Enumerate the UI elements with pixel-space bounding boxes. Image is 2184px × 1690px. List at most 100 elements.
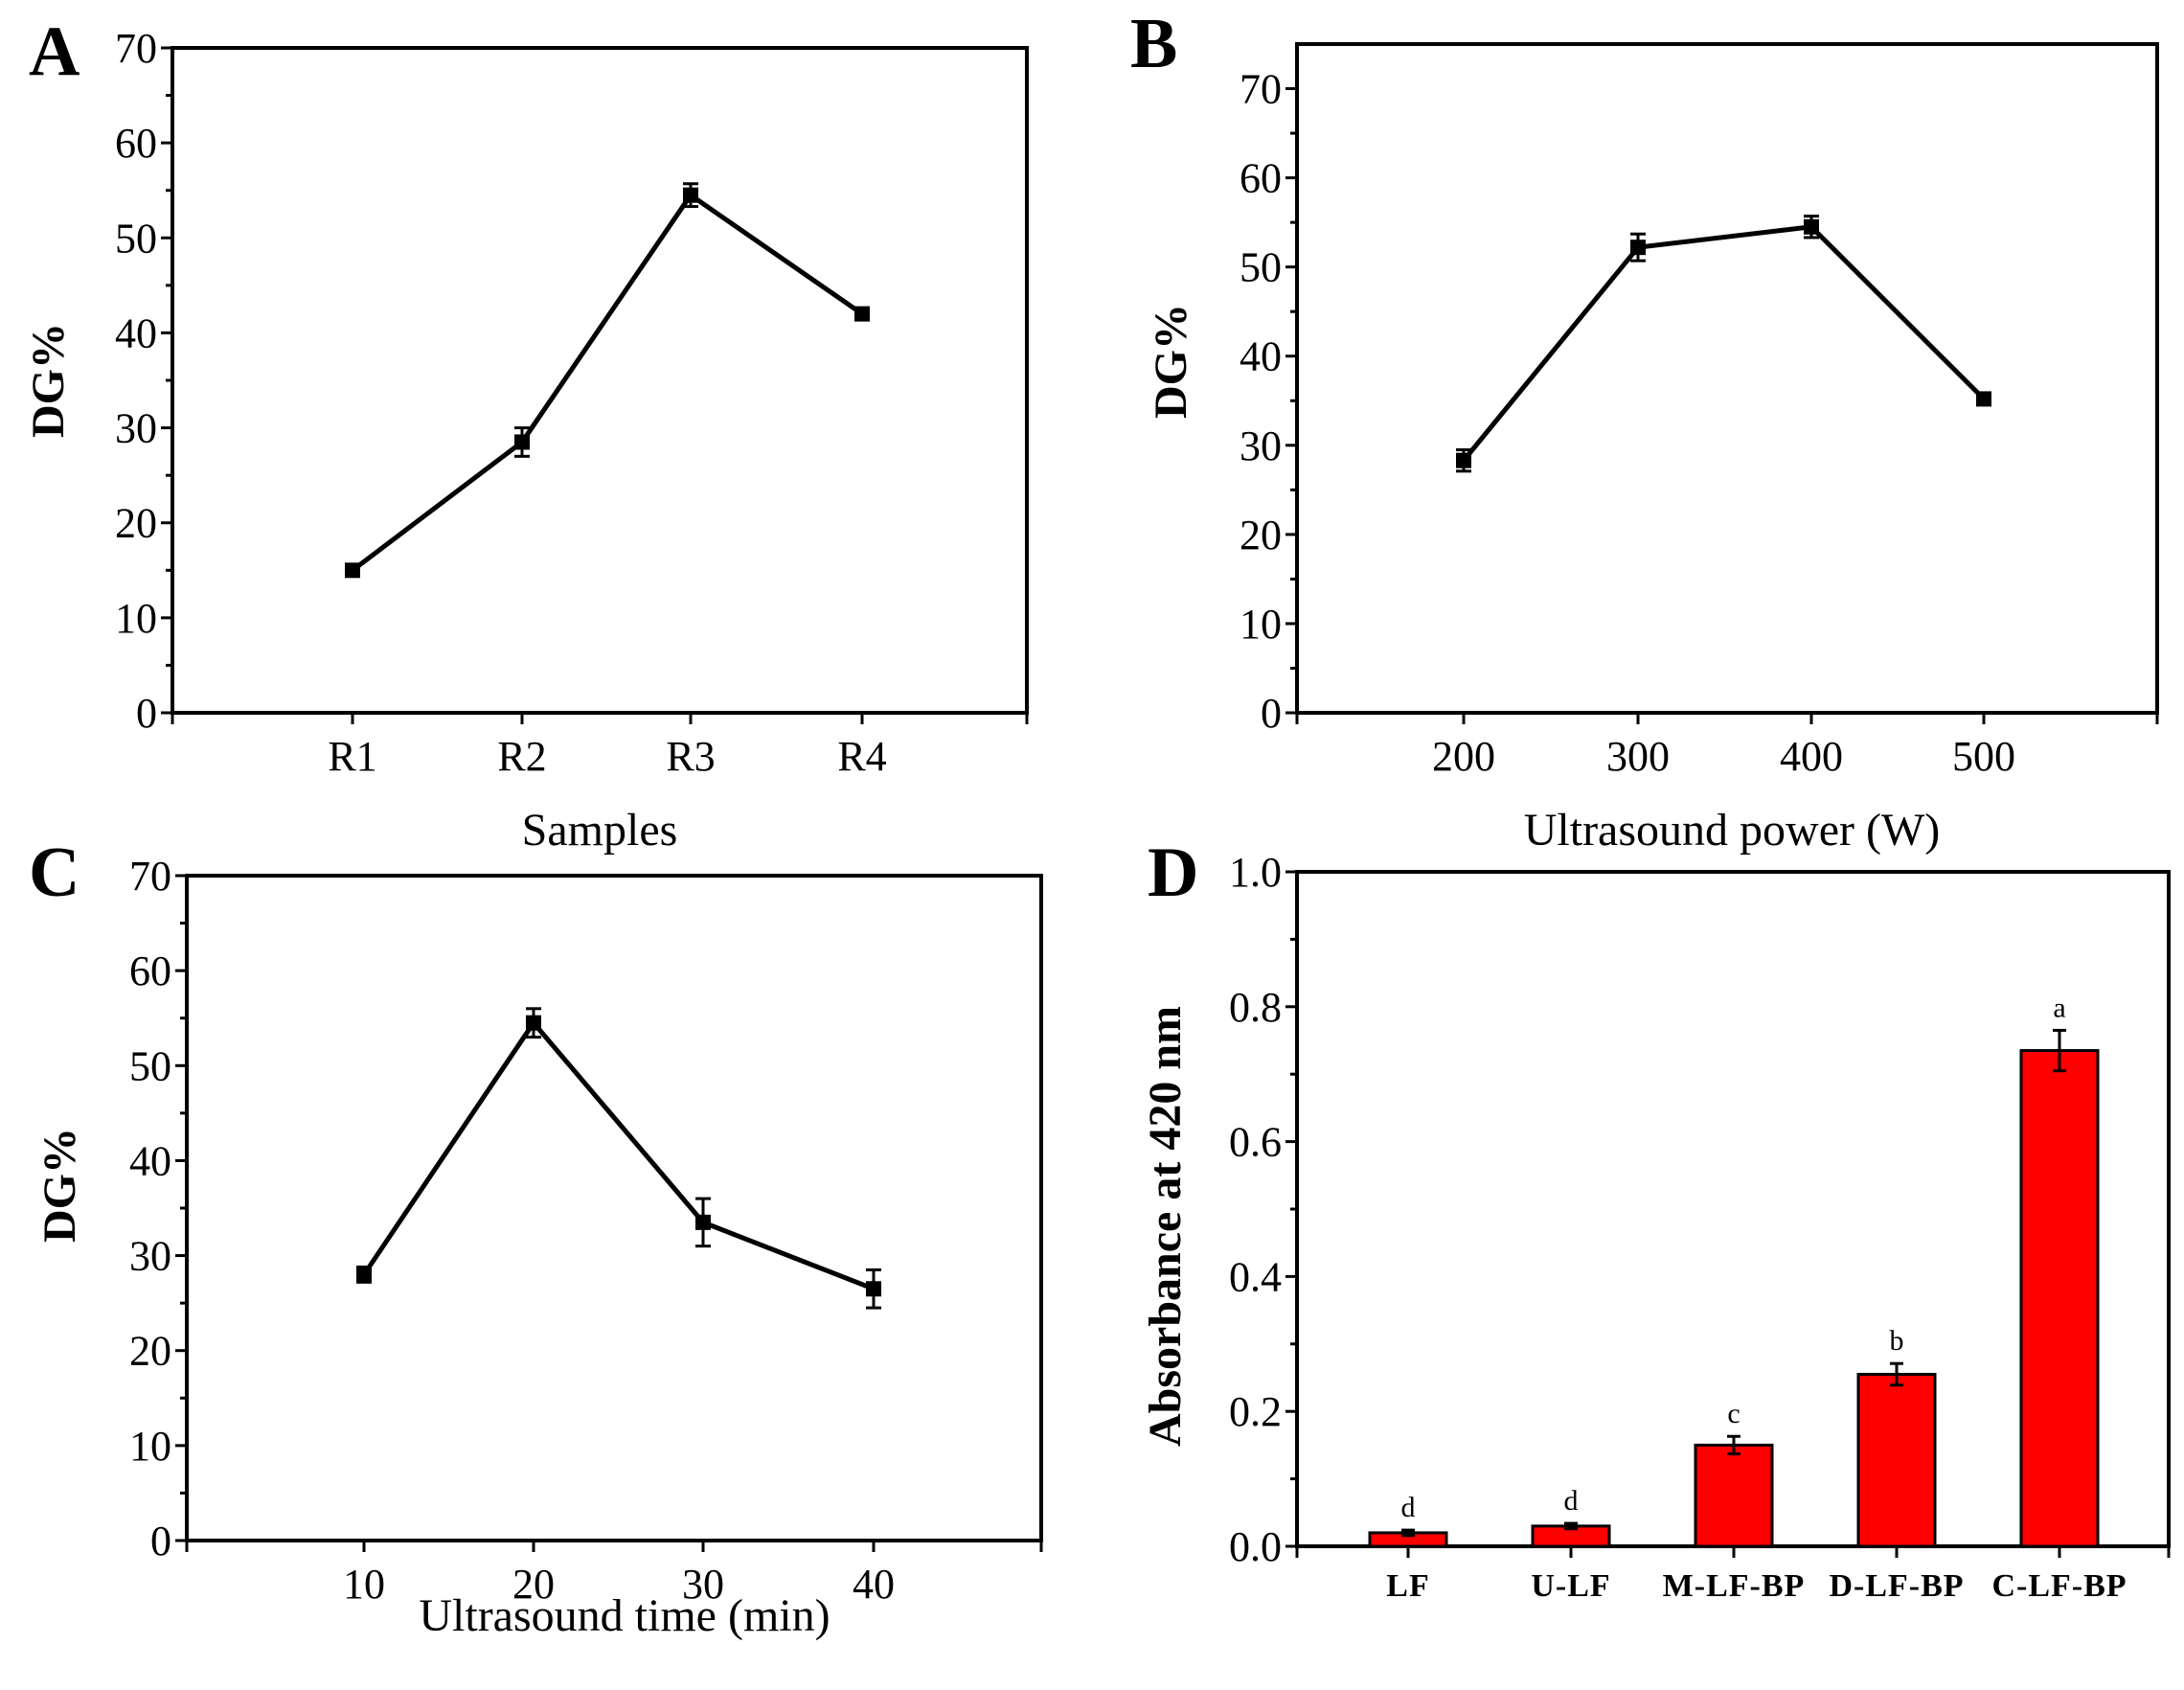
significance-label: d <box>1401 1492 1416 1523</box>
x-tick-label: R2 <box>497 733 546 780</box>
plot-frame-b <box>1295 42 2159 715</box>
y-tick-label: 60 <box>129 948 171 994</box>
series-line <box>351 192 864 573</box>
y-axis-a: 0 10 20 30 40 50 60 70 <box>115 25 172 737</box>
data-point <box>1630 240 1646 256</box>
x-tick-label: 40 <box>853 1561 895 1608</box>
data-point <box>1804 218 1819 235</box>
y-tick-label: 0.2 <box>1229 1388 1282 1435</box>
x-tick-label: 10 <box>343 1561 385 1608</box>
x-tick-label: 300 <box>1606 733 1670 780</box>
y-tick-label: 60 <box>1240 155 1282 202</box>
y-axis-title-a: DG% <box>23 323 74 438</box>
significance-label: d <box>1564 1485 1579 1517</box>
x-tick-label: 400 <box>1780 733 1843 780</box>
x-axis-c: 10 20 30 40 <box>185 1541 1043 1608</box>
panel-letter-c: C <box>29 834 80 912</box>
y-tick-label: 30 <box>129 1233 171 1280</box>
x-axis-b: 200 300 400 500 <box>1295 713 2159 780</box>
series-line <box>361 1018 875 1291</box>
chart-panel-d: D 0.0 0.2 0.4 0.6 0.8 1.0 LF U-LF M-LF-BP D-LF-B… <box>1140 834 2171 1604</box>
y-tick-label: 10 <box>129 1423 171 1470</box>
y-tick-label: 0.4 <box>1229 1253 1282 1300</box>
x-tick-label: M-LF-BP <box>1663 1568 1806 1604</box>
y-tick-label: 50 <box>115 215 157 262</box>
x-tick-label: C-LF-BP <box>1991 1568 2127 1604</box>
y-tick-label: 0.6 <box>1229 1119 1282 1166</box>
y-axis-title-d: Absorbance at 420 nm <box>1140 1006 1191 1447</box>
x-tick-label: D-LF-BP <box>1829 1568 1964 1604</box>
y-tick-label: 0 <box>1261 690 1282 737</box>
y-tick-label: 70 <box>129 853 171 900</box>
panel-letter-d: D <box>1148 834 1198 912</box>
y-tick-label: 1.0 <box>1229 849 1282 896</box>
data-point <box>514 434 530 450</box>
significance-label: a <box>2053 992 2065 1023</box>
x-axis-title-b: Ultrasound power (W) <box>1524 805 1941 856</box>
bar <box>2019 1049 2100 1548</box>
significance-label: c <box>1727 1398 1740 1429</box>
bar <box>1856 1372 1937 1548</box>
x-tick-label: R3 <box>666 733 715 780</box>
data-point <box>1976 391 1991 407</box>
x-tick-label: U-LF <box>1531 1568 1610 1604</box>
y-axis-c: 0 10 20 30 40 50 60 70 <box>129 853 187 1564</box>
y-tick-label: 10 <box>1240 601 1282 648</box>
y-tick-label: 50 <box>129 1042 171 1089</box>
y-tick-label: 40 <box>1240 333 1282 380</box>
plot-frame-c <box>185 874 1043 1542</box>
x-axis-d: LF U-LF M-LF-BP D-LF-BP C-LF-BP <box>1295 1546 2171 1604</box>
x-tick-label: 30 <box>682 1561 724 1608</box>
y-axis-title-c: DG% <box>34 1128 85 1243</box>
series-b <box>1456 215 1991 473</box>
y-tick-label: 0.8 <box>1229 984 1282 1031</box>
x-axis-title-c: Ultrasound time (min) <box>419 1590 830 1641</box>
significance-label: b <box>1890 1325 1904 1357</box>
y-tick-label: 50 <box>1240 244 1282 291</box>
series-line <box>1462 224 1986 463</box>
y-tick-label: 0 <box>136 690 157 737</box>
y-tick-label: 40 <box>115 309 157 356</box>
y-tick-label: 40 <box>129 1137 171 1184</box>
y-tick-label: 20 <box>1240 512 1282 559</box>
y-tick-label: 30 <box>1240 422 1282 469</box>
y-axis-title-b: DG% <box>1146 304 1196 419</box>
data-point <box>345 562 360 579</box>
y-axis-b: 0 10 20 30 40 50 60 70 <box>1240 66 1297 737</box>
y-tick-label: 20 <box>129 1328 171 1375</box>
chart-panel-c: C 0 10 20 30 40 50 60 70 10 20 30 40 DG% Ultrasoun… <box>29 834 1043 1641</box>
y-tick-label: 70 <box>115 25 157 72</box>
x-tick-label: 200 <box>1432 733 1495 780</box>
y-tick-label: 30 <box>115 405 157 452</box>
bar <box>1694 1443 1774 1548</box>
series-d: d d c b a <box>1368 992 2100 1548</box>
data-point <box>356 1267 372 1283</box>
plot-frame-a <box>171 46 1029 715</box>
data-point <box>526 1015 541 1031</box>
x-tick-label: LF <box>1386 1568 1429 1604</box>
y-tick-label: 0.0 <box>1229 1523 1282 1570</box>
y-tick-label: 20 <box>115 500 157 547</box>
data-point <box>866 1281 881 1297</box>
x-tick-label: R1 <box>328 733 376 780</box>
x-tick-label: 20 <box>512 1561 555 1608</box>
data-point <box>854 306 870 322</box>
y-tick-label: 10 <box>115 595 157 642</box>
series-c <box>356 1007 881 1310</box>
y-tick-label: 60 <box>115 120 157 167</box>
panel-letter-b: B <box>1130 5 1177 83</box>
data-point <box>1456 452 1471 468</box>
x-axis-a: R1 R2 R3 R4 <box>171 713 1029 780</box>
y-tick-label: 0 <box>150 1518 171 1564</box>
x-tick-label: 500 <box>1952 733 2015 780</box>
x-axis-title-a: Samples <box>522 805 678 856</box>
data-point <box>683 187 698 203</box>
chart-panel-a: A 0 10 20 30 40 50 60 70 R1 R2 R3 R4 DG% Samples <box>23 12 1029 856</box>
y-tick-label: 70 <box>1240 66 1282 113</box>
data-point <box>695 1214 711 1230</box>
y-axis-d: 0.0 0.2 0.4 0.6 0.8 1.0 <box>1229 849 1297 1570</box>
panel-letter-a: A <box>29 12 80 91</box>
x-tick-label: R4 <box>837 733 886 780</box>
chart-panel-b: B 0 10 20 30 40 50 60 70 200 300 400 500 DG% Ultra… <box>1130 5 2159 856</box>
